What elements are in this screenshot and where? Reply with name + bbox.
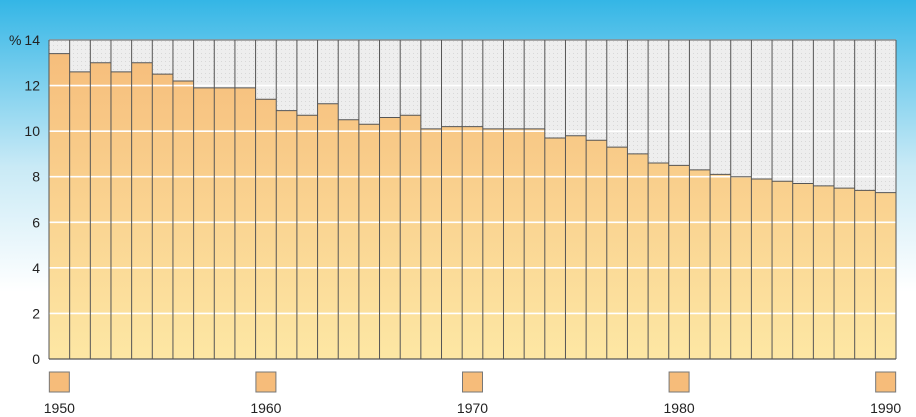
y-tick-label-2: 2 xyxy=(32,305,40,321)
x-tick-label-1980: 1980 xyxy=(664,400,695,416)
bar-1966 xyxy=(379,117,401,359)
bar-1954 xyxy=(131,62,153,360)
bar-1955 xyxy=(152,74,173,359)
bar-1974 xyxy=(544,137,566,359)
y-tick-label-0: 0 xyxy=(32,351,40,367)
bar-1990 xyxy=(875,192,896,359)
year-marker-1970 xyxy=(462,371,483,393)
bar-outlines xyxy=(48,39,897,360)
bar-1978 xyxy=(627,153,649,359)
y-tick-label-4: 4 xyxy=(32,260,40,276)
bar-1981 xyxy=(689,169,711,359)
bar-1971 xyxy=(482,128,504,359)
bar-1989 xyxy=(854,190,876,359)
bar-1979 xyxy=(648,163,669,359)
x-tick-label-1970: 1970 xyxy=(457,400,488,416)
y-tick-label-10: 10 xyxy=(24,123,40,139)
bar-1961 xyxy=(276,110,297,359)
bar-1967 xyxy=(400,115,421,359)
y-axis-unit-label: % xyxy=(9,32,21,48)
bar-1977 xyxy=(606,147,628,359)
bar-1958 xyxy=(214,87,235,359)
bar-1951 xyxy=(69,71,91,360)
bar-1950 xyxy=(49,53,70,360)
y-axis: % 0 2 4 6 8 10 12 14 xyxy=(9,32,40,367)
bar-1988 xyxy=(834,188,855,359)
bar-1985 xyxy=(772,181,793,359)
bar-1957 xyxy=(193,87,215,359)
bar-1984 xyxy=(751,178,773,359)
bar-1959 xyxy=(234,87,256,359)
bar-1982 xyxy=(710,174,731,359)
bar-1973 xyxy=(524,128,545,359)
y-tick-label-14: 14 xyxy=(24,32,40,48)
bars xyxy=(49,53,896,360)
bar-1964 xyxy=(338,119,359,359)
bar-1956 xyxy=(172,81,194,359)
bar-1986 xyxy=(792,183,814,359)
x-tick-label-1950: 1950 xyxy=(44,400,75,416)
x-axis: 1950 1960 1970 1980 1990 xyxy=(44,371,901,416)
x-tick-label-1990: 1990 xyxy=(870,400,901,416)
y-tick-label-6: 6 xyxy=(32,214,40,230)
bar-1965 xyxy=(358,124,380,359)
bar-1960 xyxy=(255,99,277,359)
year-marker-1960 xyxy=(255,371,277,393)
year-marker-1990 xyxy=(875,371,897,393)
bar-1987 xyxy=(813,185,835,359)
bar-1963 xyxy=(317,103,339,359)
bar-1952 xyxy=(90,62,111,360)
bar-1969 xyxy=(441,126,463,359)
y-tick-label-8: 8 xyxy=(32,169,40,185)
bar-1970 xyxy=(462,126,483,359)
year-marker-1950 xyxy=(48,371,70,393)
bar-1976 xyxy=(586,140,607,359)
bar-1968 xyxy=(420,128,442,359)
bar-1953 xyxy=(110,71,132,360)
bar-1962 xyxy=(296,115,318,359)
x-tick-label-1960: 1960 xyxy=(250,400,281,416)
year-marker-1980 xyxy=(668,371,690,393)
bar-1975 xyxy=(565,135,587,359)
y-tick-label-12: 12 xyxy=(24,78,40,94)
bar-1972 xyxy=(503,128,525,359)
bar-1980 xyxy=(668,165,690,359)
